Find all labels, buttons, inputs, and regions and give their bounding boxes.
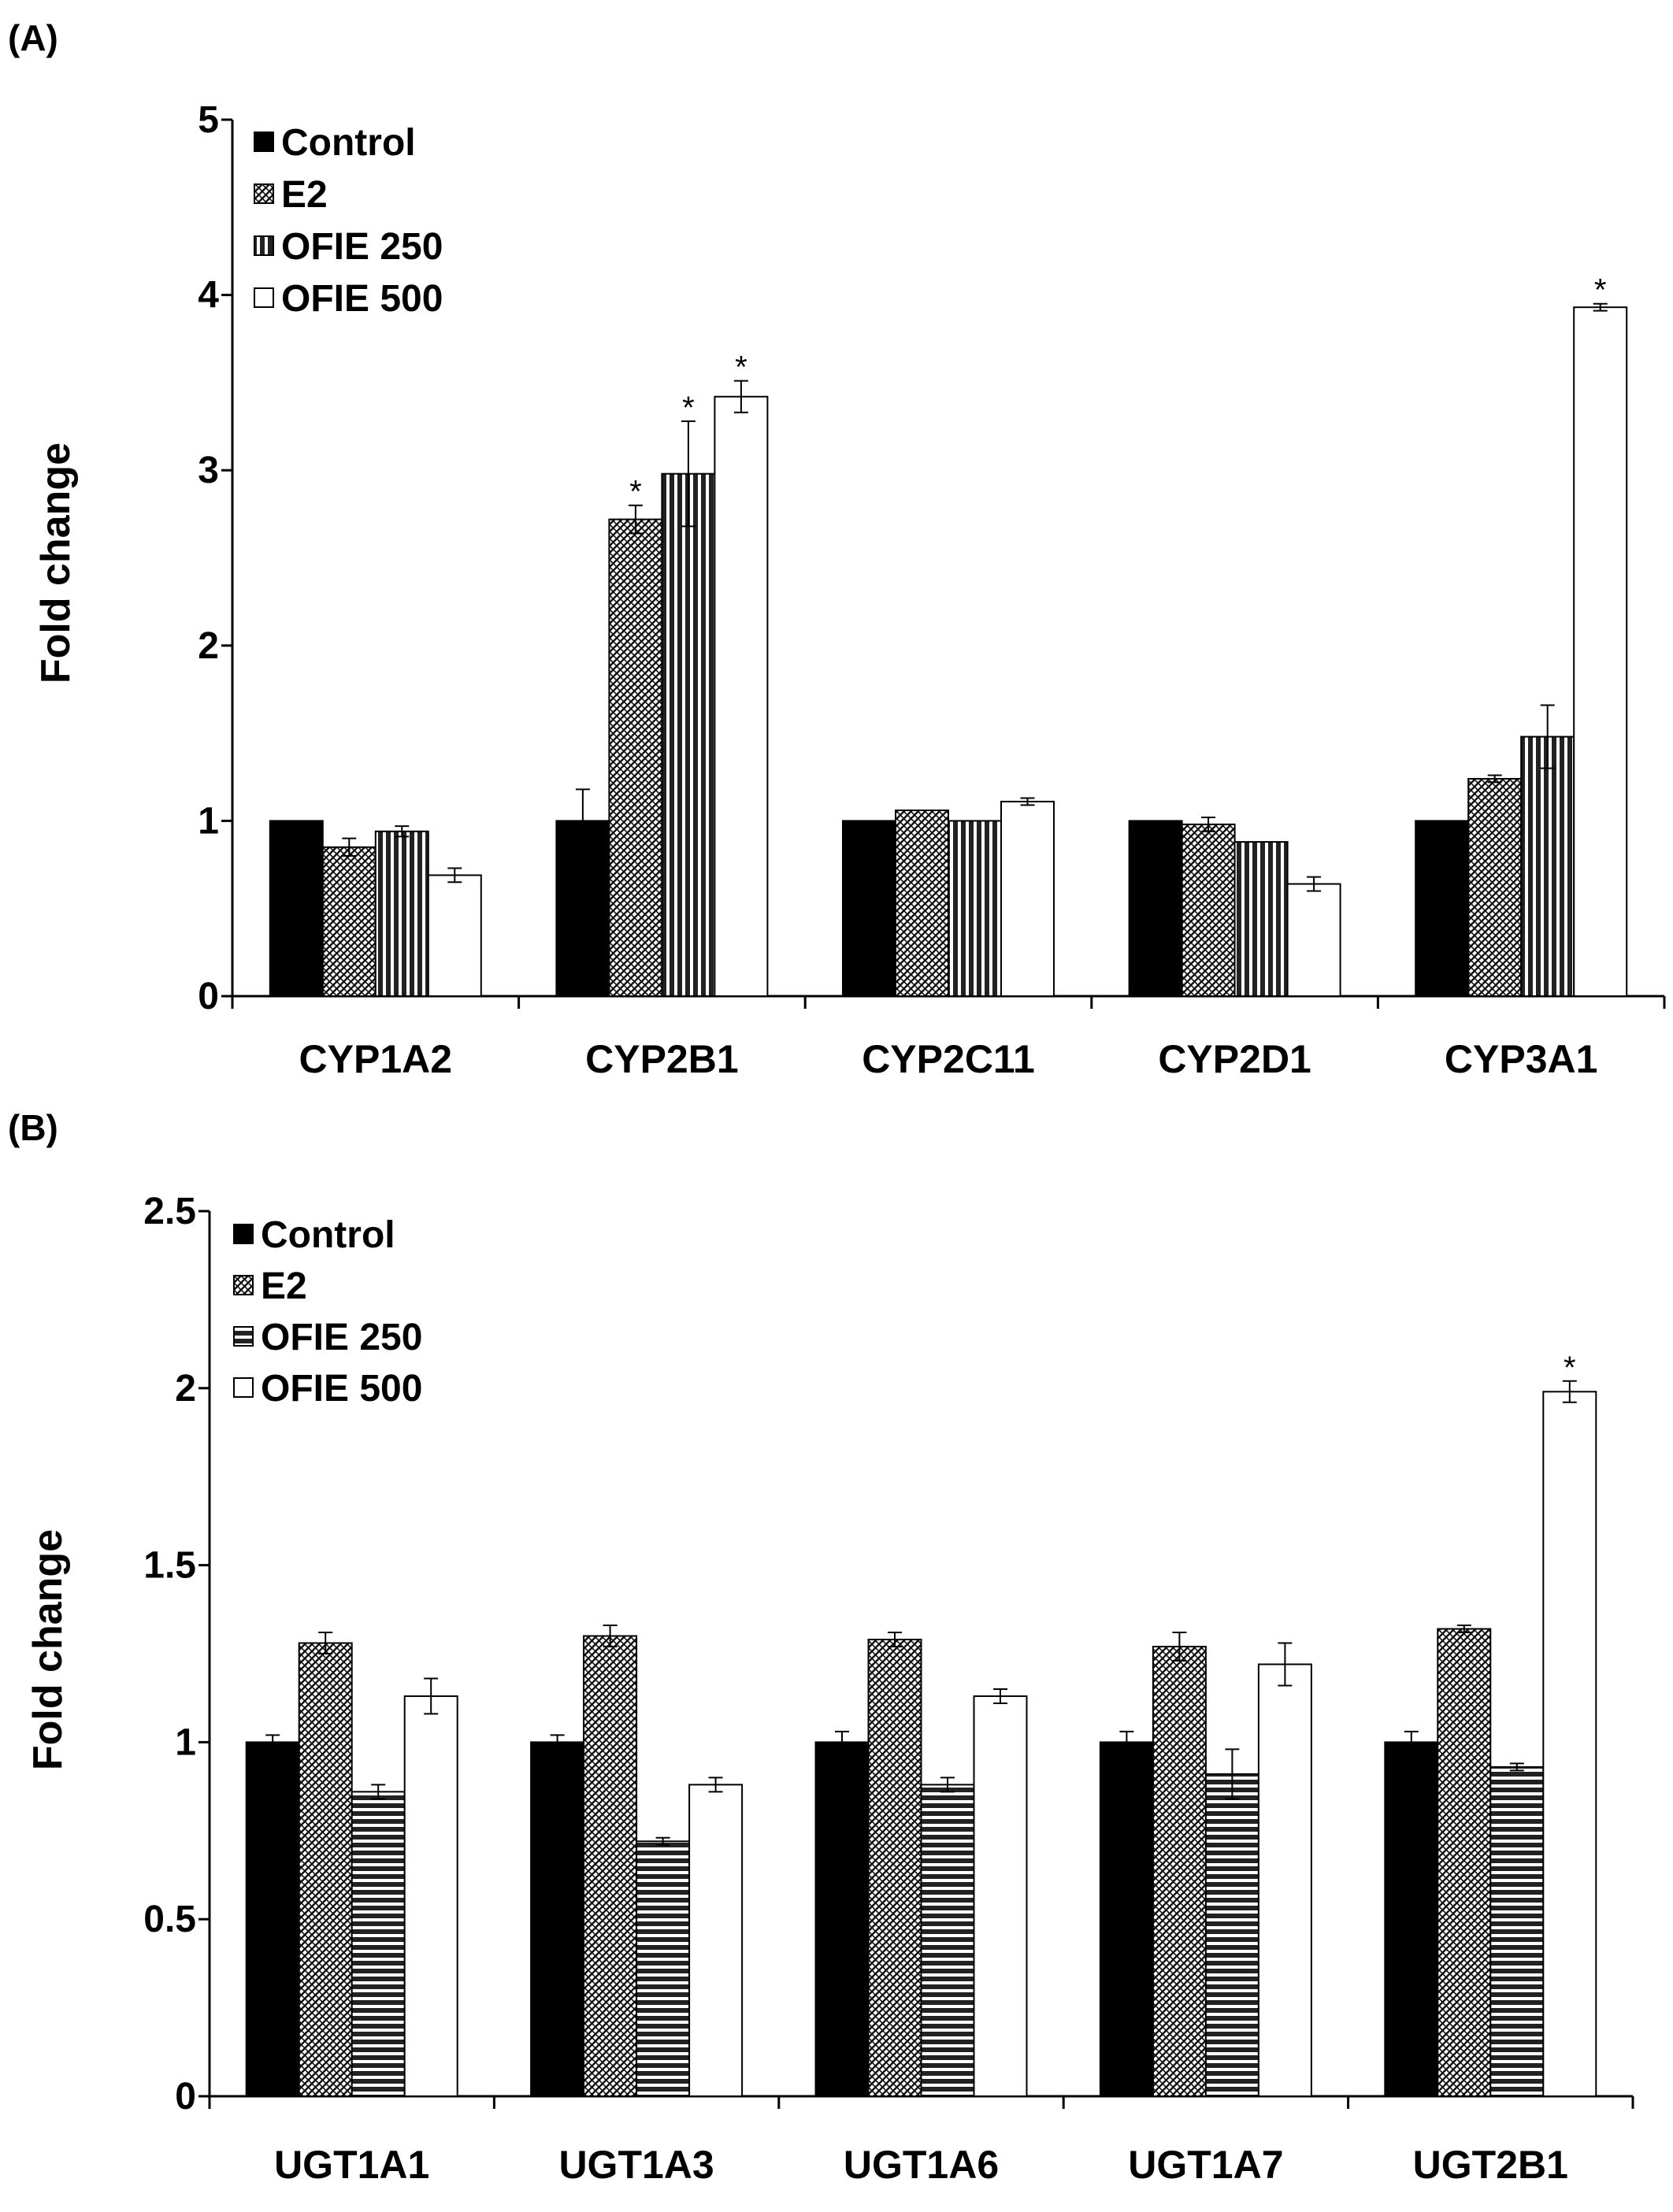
legend-swatch [233,1275,254,1295]
y-tick-label: 0.5 [143,1899,196,1940]
bar-control [530,1741,585,2097]
significance-marker: * [1594,273,1607,308]
bar-ofie-500 [688,1784,744,2098]
bar-e2 [1467,777,1523,997]
bar-e2 [1181,823,1236,998]
category-label: CYP2B1 [585,1037,739,1081]
legend-swatch [254,235,274,256]
bar-e2 [321,846,377,998]
y-tick-label: 1 [175,1721,196,1763]
bar-ofie-250 [661,472,716,997]
y-tick-label: 0 [198,976,219,1017]
category-label: CYP2C11 [862,1037,1035,1081]
bar-ofie-500 [403,1695,458,2097]
significance-marker: * [735,350,747,385]
bar-ofie-250 [1520,735,1575,997]
legend-b: Control E2 OFIE 250 OFIE 500 [233,1214,422,1410]
category-label: UGT1A6 [844,2143,999,2187]
bar-ofie-250 [1489,1766,1545,2098]
legend-swatch [254,132,274,152]
y-tick-label: 2.5 [143,1191,196,1232]
legend-swatch [233,1224,254,1244]
y-tick-label: 4 [198,275,219,317]
bar-ofie-500 [1000,800,1055,997]
y-tick-label: 5 [198,99,219,141]
bar-ofie-500 [973,1695,1028,2097]
significance-marker: * [682,391,695,425]
bar-ofie-250 [351,1791,406,2097]
y-tick-label: 2 [198,625,219,667]
significance-marker: * [1564,1351,1576,1385]
legend-label: OFIE 250 [261,1317,422,1358]
bar-control [1415,820,1470,998]
bar-e2 [298,1642,353,2097]
bar-e2 [608,518,663,997]
bar-control [269,820,324,998]
bar-control [814,1741,870,2097]
legend-swatch [254,287,274,308]
bar-ofie-250 [920,1784,975,2098]
legend-label: OFIE 500 [281,278,443,320]
panel-a-label: (A) [8,17,58,58]
category-label: CYP2D1 [1158,1037,1311,1081]
panel-b-ylabel: Fold change [25,1529,71,1770]
bar-ofie-250 [636,1840,691,2098]
bar-ofie-250 [948,820,1002,998]
legend-label: OFIE 500 [261,1368,422,1410]
bar-ofie-500 [1542,1391,1597,2097]
bar-ofie-500 [1257,1663,1312,2098]
bar-ofie-250 [374,830,429,997]
bar-e2 [1437,1628,1492,2098]
category-label: UGT1A3 [558,2143,714,2187]
y-tick-label: 3 [198,450,219,491]
category-label: CYP1A2 [299,1037,453,1081]
bar-control [245,1741,300,2097]
panel-b: 0 0.5 1 1.5 2 2.5 UGT1A1 UGT1A3 UGT1A6 UGT1A7 UGT2… [143,1191,1634,2187]
legend-swatch [254,183,274,204]
bar-ofie-500 [1573,306,1628,997]
bar-ofie-500 [714,395,769,997]
y-tick-label: 2 [175,1368,196,1410]
legend-a: Control E2 OFIE 250 OFIE 500 [254,122,443,320]
panel-a: 0 1 2 3 4 5 CYP1A2 CYP2B1 * * * CYP2C11 CYP2D1 CYP3A1… [198,99,1666,1081]
bar-e2 [1152,1646,1207,2098]
y-tick-label: 0 [175,2076,196,2118]
legend-label: E2 [261,1265,307,1307]
legend-label: E2 [281,174,328,216]
bar-ofie-500 [427,874,482,997]
category-label: UGT1A7 [1128,2143,1283,2187]
legend-label: Control [281,122,416,164]
category-label: UGT2B1 [1413,2143,1568,2187]
bar-e2 [583,1635,638,2097]
panel-a-ylabel: Fold change [33,443,79,684]
category-label: CYP3A1 [1445,1037,1598,1081]
significance-marker: * [629,475,642,509]
bar-control [1099,1741,1154,2097]
legend-swatch [233,1377,254,1398]
bar-e2 [895,810,949,997]
legend-swatch [233,1326,254,1347]
bar-ofie-500 [1286,883,1341,998]
legend-label: Control [261,1214,395,1256]
category-label: UGT1A1 [274,2143,429,2187]
bar-control [1384,1741,1439,2097]
bar-ofie-250 [1204,1773,1259,2097]
bar-ofie-250 [1233,841,1289,998]
legend-label: OFIE 250 [281,226,443,268]
bar-control [842,820,896,998]
y-tick-label: 1.5 [143,1545,196,1587]
bar-e2 [867,1639,922,2098]
y-tick-label: 1 [198,800,219,842]
bar-control [1128,820,1183,998]
panel-b-label: (B) [8,1107,58,1148]
